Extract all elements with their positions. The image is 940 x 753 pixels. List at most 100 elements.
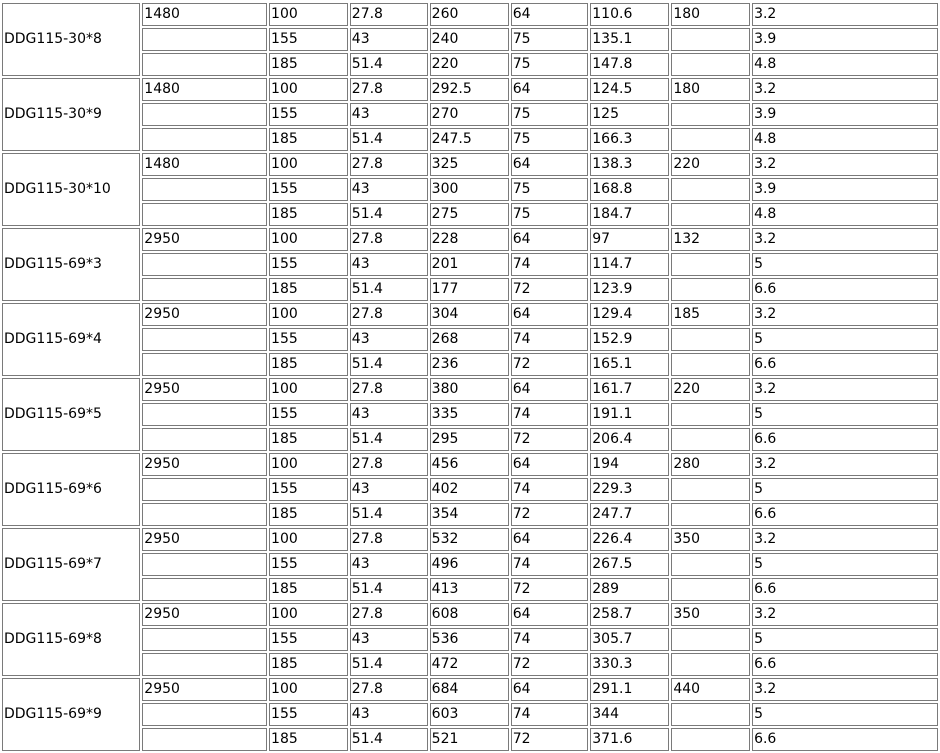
table-cell: 100: [269, 603, 348, 626]
table-row: 185 51.4 177 72 123.9 6.6: [2, 278, 938, 301]
table-cell: 289: [590, 578, 670, 601]
table-cell: 350: [671, 603, 751, 626]
table-cell: 155: [269, 703, 348, 726]
table-cell: 456: [429, 453, 509, 476]
table-cell: 191.1: [590, 403, 670, 426]
table-cell: 100: [269, 78, 348, 101]
table-cell: 228: [429, 228, 509, 251]
table-cell: 5: [752, 328, 938, 351]
table-cell: 258.7: [590, 603, 670, 626]
table-cell: 132: [671, 228, 751, 251]
table-cell: [671, 703, 751, 726]
table-cell: 3.2: [752, 453, 938, 476]
table-cell: 27.8: [349, 228, 428, 251]
table-cell: 64: [510, 3, 589, 26]
table-cell: [142, 103, 268, 126]
table-row: DDG115-30*8 1480 100 27.8 260 64 110.6 180 3.2: [2, 3, 938, 76]
table-cell: 124.5: [590, 78, 670, 101]
table-row: 155 43 603 74 344 5: [2, 703, 938, 726]
table-cell: 3.9: [752, 178, 938, 201]
table-cell: 74: [510, 403, 589, 426]
table-cell: 5: [752, 553, 938, 576]
table-row: 155 43 240 75 135.1 3.9: [2, 28, 938, 51]
table-cell: 75: [510, 128, 589, 151]
table-cell: 220: [671, 378, 751, 401]
table-row: DDG115-69*9 2950 100 27.8 684 64 291.1 440 3.2: [2, 678, 938, 751]
table-cell: 27.8: [349, 153, 428, 176]
table-cell: 64: [510, 378, 589, 401]
model-cell: DDG115-69*4: [2, 303, 141, 376]
table-cell: [142, 478, 268, 501]
table-cell: 155: [269, 28, 348, 51]
table-cell: 440: [671, 678, 751, 701]
table-cell: 74: [510, 328, 589, 351]
table-cell: 155: [269, 553, 348, 576]
table-cell: [671, 178, 751, 201]
table-row: DDG115-69*5 2950 100 27.8 380 64 161.7 220 3.2: [2, 378, 938, 451]
table-cell: 155: [269, 328, 348, 351]
table-cell: 64: [510, 303, 589, 326]
table-cell: 532: [429, 528, 509, 551]
table-cell: 155: [269, 478, 348, 501]
table-cell: [671, 353, 751, 376]
table-cell: 2950: [142, 528, 268, 551]
table-cell: 268: [429, 328, 509, 351]
table-cell: 27.8: [349, 453, 428, 476]
model-cell: DDG115-30*8: [2, 3, 141, 76]
table-cell: 185: [269, 53, 348, 76]
table-cell: [142, 328, 268, 351]
table-cell: [671, 578, 751, 601]
model-cell: DDG115-69*8: [2, 603, 141, 676]
table-cell: 100: [269, 678, 348, 701]
model-cell: DDG115-30*9: [2, 78, 141, 151]
table-cell: 51.4: [349, 353, 428, 376]
table-cell: 4.8: [752, 53, 938, 76]
table-cell: 371.6: [590, 728, 670, 751]
model-cell: DDG115-69*3: [2, 228, 141, 301]
table-cell: [671, 728, 751, 751]
table-cell: 6.6: [752, 503, 938, 526]
table-cell: 51.4: [349, 203, 428, 226]
table-cell: [142, 428, 268, 451]
table-cell: 402: [429, 478, 509, 501]
table-cell: 185: [269, 353, 348, 376]
table-cell: 260: [429, 3, 509, 26]
table-cell: 185: [269, 503, 348, 526]
table-cell: 64: [510, 228, 589, 251]
table-row: 155 43 268 74 152.9 5: [2, 328, 938, 351]
table-cell: 100: [269, 228, 348, 251]
table-cell: 5: [752, 253, 938, 276]
table-row: DDG115-69*4 2950 100 27.8 304 64 129.4 185 3.2: [2, 303, 938, 376]
table-cell: [671, 628, 751, 651]
table-cell: 51.4: [349, 428, 428, 451]
table-cell: 185: [269, 128, 348, 151]
table-cell: 270: [429, 103, 509, 126]
table-cell: 603: [429, 703, 509, 726]
table-cell: 220: [671, 153, 751, 176]
table-row: 155 43 402 74 229.3 5: [2, 478, 938, 501]
table-cell: 220: [429, 53, 509, 76]
table-cell: 72: [510, 353, 589, 376]
table-cell: 3.2: [752, 303, 938, 326]
table-cell: [142, 553, 268, 576]
table-cell: 536: [429, 628, 509, 651]
table-row: DDG115-69*6 2950 100 27.8 456 64 194 280 3.2: [2, 453, 938, 526]
table-cell: 4.8: [752, 128, 938, 151]
table-cell: 75: [510, 203, 589, 226]
table-cell: [671, 278, 751, 301]
table-cell: [671, 503, 751, 526]
model-cell: DDG115-69*9: [2, 678, 141, 751]
table-cell: 226.4: [590, 528, 670, 551]
table-cell: 43: [349, 253, 428, 276]
table-cell: 247.5: [429, 128, 509, 151]
table-cell: 64: [510, 678, 589, 701]
table-cell: 64: [510, 603, 589, 626]
table-cell: [142, 203, 268, 226]
table-cell: 72: [510, 278, 589, 301]
table-cell: 64: [510, 153, 589, 176]
table-cell: 75: [510, 53, 589, 76]
table-cell: 344: [590, 703, 670, 726]
table-row: 155 43 335 74 191.1 5: [2, 403, 938, 426]
table-cell: [671, 653, 751, 676]
table-cell: 185: [269, 578, 348, 601]
